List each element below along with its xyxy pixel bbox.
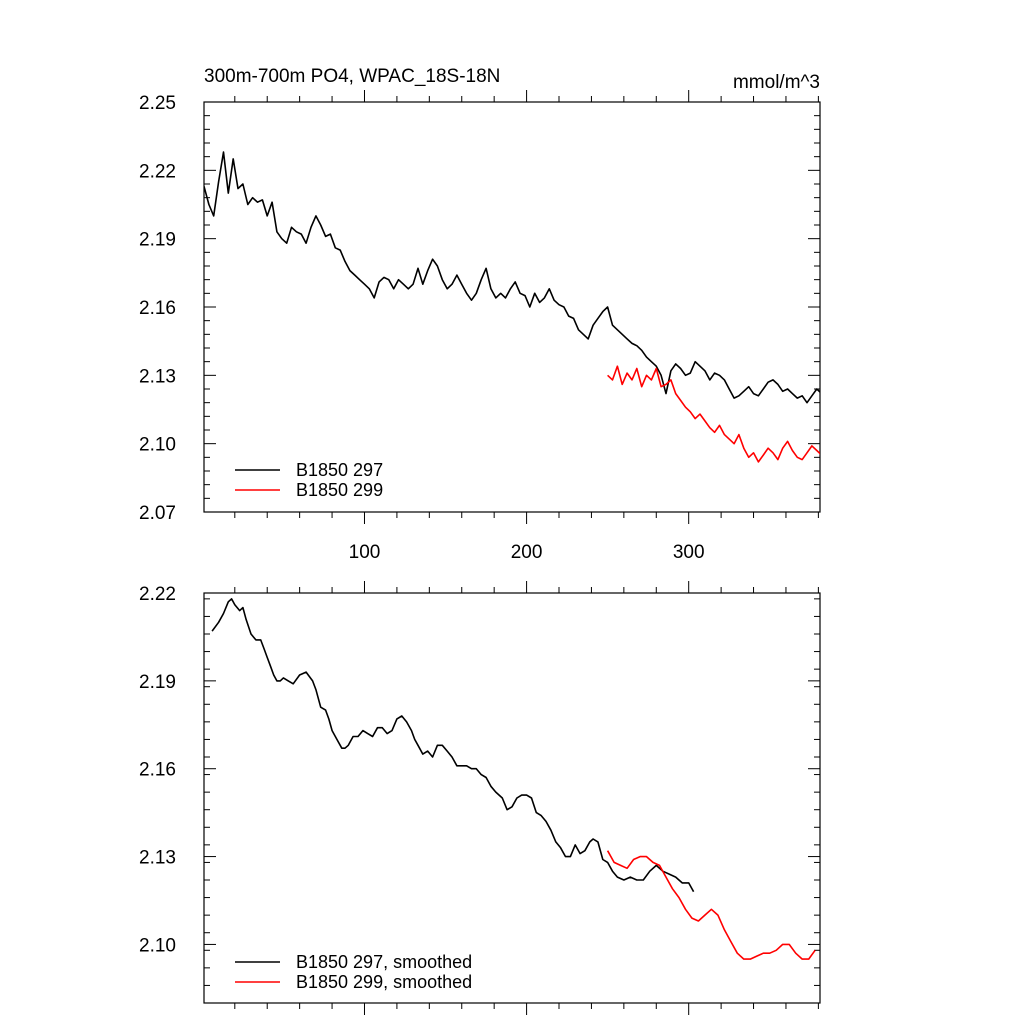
y-tick-label: 2.16	[139, 298, 176, 319]
legend-label: B1850 297	[296, 460, 383, 480]
x-tick-label: 100	[349, 542, 381, 563]
y-tick-label: 2.19	[139, 672, 176, 693]
top-chart-panel: 2.07 2.10 2.13 2.16 2.19 2.22 2.25 100 200 300 300…	[139, 66, 821, 563]
plot-frame	[203, 592, 821, 1004]
chart-title: 300m-700m PO4, WPAC_18S-18N	[204, 66, 500, 87]
y-tick-label: 2.13	[139, 848, 176, 869]
y-tick-label: 2.22	[139, 161, 176, 182]
y-tick-label: 2.10	[139, 935, 176, 956]
y-tick-label: 2.07	[139, 503, 176, 524]
y-tick-label: 2.25	[139, 93, 176, 114]
y-tick-label: 2.13	[139, 366, 176, 387]
bottom-chart-panel: 2.10 2.13 2.16 2.19 2.22 B1850 297, smoothedB…	[139, 581, 821, 1015]
units-label: mmol/m^3	[733, 72, 820, 93]
legend-label: B1850 299	[296, 480, 383, 500]
x-tick-label: 200	[511, 542, 543, 563]
y-tick-label: 2.10	[139, 435, 176, 456]
series-line-b1850-299	[606, 850, 816, 960]
series-line-b1850-297	[204, 151, 820, 404]
series-line-b1850-299	[607, 365, 820, 463]
series-line-b1850-297	[211, 598, 695, 893]
legend-label: B1850 297, smoothed	[296, 952, 472, 972]
x-tick-label: 300	[673, 542, 705, 563]
y-tick-label: 2.19	[139, 230, 176, 251]
y-tick-label: 2.16	[139, 760, 176, 781]
plot-frame	[203, 101, 821, 513]
y-tick-label: 2.22	[139, 584, 176, 605]
legend-label: B1850 299, smoothed	[296, 972, 472, 992]
